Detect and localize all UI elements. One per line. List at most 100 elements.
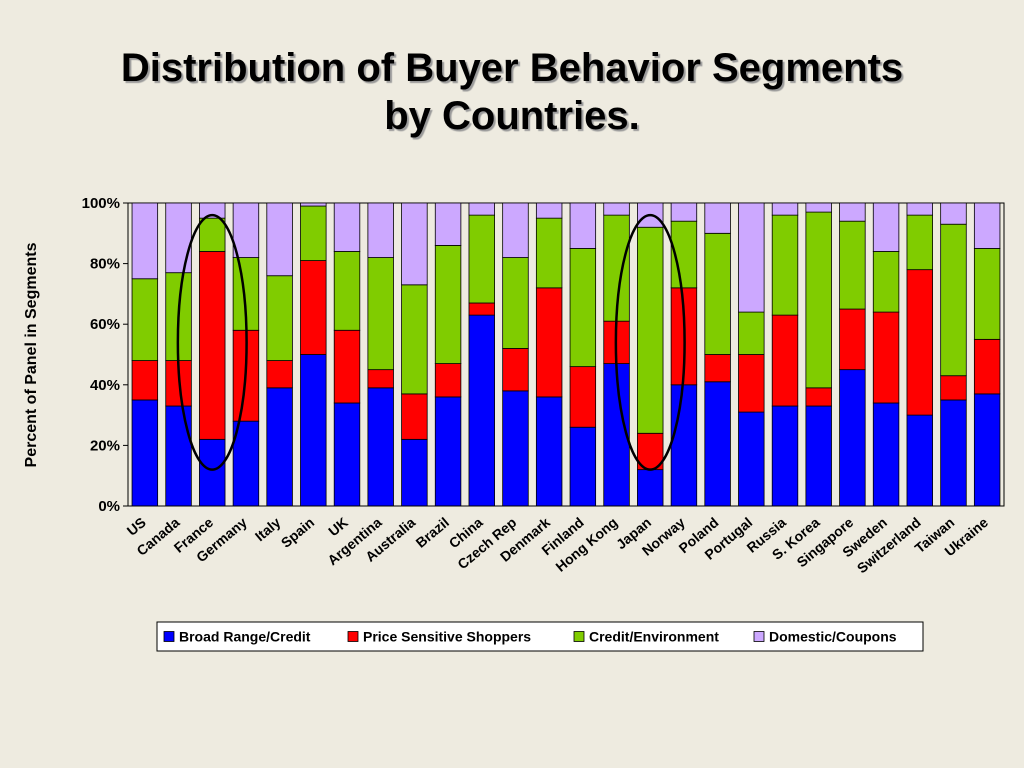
bar-segment-broad-range-credit-canada — [165, 405, 192, 507]
bar-stack-spain — [300, 202, 327, 507]
legend-label: Domestic/Coupons — [769, 629, 897, 645]
bar-segment-domestic-coupons-china — [468, 202, 495, 216]
bar-segment-price-sensitive-shoppers-portugal — [738, 354, 765, 413]
bar-segment-credit-environment-spain — [300, 205, 327, 261]
bar-segment-domestic-coupons-canada — [165, 202, 192, 274]
bar-segment-broad-range-credit-s-korea — [805, 405, 832, 507]
bar-segment-broad-range-credit-france — [199, 438, 226, 507]
bar-stack-sweden — [872, 202, 900, 507]
bar-segment-domestic-coupons-france — [199, 202, 226, 219]
bar-segment-domestic-coupons-switzerland — [906, 202, 933, 216]
bar-stack-china — [468, 202, 495, 507]
legend-box — [156, 621, 924, 652]
highlight-ellipse-france — [176, 213, 248, 471]
bar-segment-domestic-coupons-s-korea — [805, 202, 832, 213]
bar-stack-france — [199, 202, 226, 507]
bar-segment-price-sensitive-shoppers-russia — [771, 314, 799, 407]
bar-segment-price-sensitive-shoppers-japan — [637, 432, 664, 471]
y-tick-label: 100% — [82, 195, 120, 212]
bar-stack-singapore — [839, 202, 866, 507]
bar-segment-domestic-coupons-portugal — [738, 202, 765, 313]
bar-segment-domestic-coupons-uk — [333, 202, 361, 252]
bar-segment-domestic-coupons-germany — [232, 202, 260, 258]
bar-segment-price-sensitive-shoppers-uk — [333, 329, 361, 404]
bar-stack-us — [131, 202, 159, 507]
bar-segment-domestic-coupons-czech-rep — [502, 202, 529, 258]
bar-stack-italy — [266, 202, 293, 507]
bar-segment-credit-environment-argentina — [367, 257, 394, 371]
y-tick-label: 40% — [90, 377, 120, 394]
bar-segment-price-sensitive-shoppers-singapore — [839, 308, 866, 371]
bar-stack-brazil — [434, 202, 462, 507]
legend-label: Broad Range/Credit — [179, 629, 311, 645]
bar-segment-credit-environment-brazil — [434, 245, 462, 364]
bar-stack-czech-rep — [502, 202, 529, 507]
bar-segment-broad-range-credit-finland — [569, 426, 597, 507]
legend: Broad Range/Credit Price Sensitive Shoppe… — [156, 621, 924, 652]
bar-segment-domestic-coupons-spain — [300, 202, 327, 207]
y-tick-label: 60% — [90, 316, 120, 333]
bar-segment-broad-range-credit-czech-rep — [502, 390, 529, 507]
slide-title-line-1: Distribution of Buyer Behavior Segments — [120, 46, 904, 90]
slide-title: Distribution of Buyer Behavior Segments … — [0, 44, 1024, 140]
bar-segment-broad-range-credit-singapore — [839, 369, 866, 507]
bar-segment-domestic-coupons-hong-kong — [603, 202, 630, 216]
bar-stack-ukraine — [973, 202, 1001, 507]
bar-segment-price-sensitive-shoppers-spain — [300, 260, 327, 355]
bar-segment-domestic-coupons-norway — [670, 202, 698, 222]
bar-stack-poland — [704, 202, 731, 507]
bar-segment-broad-range-credit-norway — [670, 384, 698, 507]
bar-segment-broad-range-credit-sweden — [872, 402, 900, 507]
bar-segment-domestic-coupons-russia — [771, 202, 799, 216]
bar-segment-credit-environment-s-korea — [805, 211, 832, 389]
bar-segment-price-sensitive-shoppers-italy — [266, 360, 293, 389]
plot-area — [127, 202, 1005, 507]
x-tick-label-brazil: Brazil — [413, 514, 452, 551]
bar-segment-credit-environment-japan — [637, 226, 664, 434]
bar-segment-price-sensitive-shoppers-s-korea — [805, 387, 832, 407]
bar-segment-price-sensitive-shoppers-finland — [569, 366, 597, 428]
bar-segment-domestic-coupons-singapore — [839, 202, 866, 222]
legend-label: Price Sensitive Shoppers — [363, 629, 531, 645]
bar-segment-credit-environment-taiwan — [940, 223, 967, 377]
bar-segment-credit-environment-uk — [333, 251, 361, 331]
legend-item-price-sensitive-shoppers: Price Sensitive Shoppers — [347, 629, 531, 645]
bar-segment-price-sensitive-shoppers-denmark — [535, 287, 563, 398]
bar-segment-broad-range-credit-japan — [637, 469, 664, 507]
bar-segment-credit-environment-switzerland — [906, 214, 933, 271]
y-tick-label: 20% — [90, 437, 120, 454]
bar-segment-domestic-coupons-taiwan — [940, 202, 967, 225]
bar-stacks — [131, 202, 1001, 507]
bar-segment-broad-range-credit-australia — [401, 438, 428, 507]
bar-segment-credit-environment-russia — [771, 214, 799, 316]
bar-segment-broad-range-credit-spain — [300, 354, 327, 507]
bar-segment-broad-range-credit-ukraine — [973, 393, 1001, 507]
legend-swatch — [573, 631, 585, 642]
bar-segment-credit-environment-us — [131, 278, 159, 361]
bar-segment-broad-range-credit-argentina — [367, 387, 394, 507]
bar-segment-domestic-coupons-us — [131, 202, 159, 280]
bar-segment-credit-environment-denmark — [535, 217, 563, 289]
bar-segment-price-sensitive-shoppers-sweden — [872, 311, 900, 404]
bar-segment-domestic-coupons-finland — [569, 202, 597, 249]
bar-segment-broad-range-credit-poland — [704, 381, 731, 507]
y-axis-title: Percent of Panel in Segments — [23, 242, 40, 467]
plot-frame — [127, 202, 1005, 507]
bar-segment-credit-environment-australia — [401, 284, 428, 395]
bar-segment-price-sensitive-shoppers-us — [131, 360, 159, 401]
y-tick-label: 80% — [90, 256, 120, 273]
bar-stack-argentina — [367, 202, 394, 507]
bar-segment-credit-environment-poland — [704, 232, 731, 355]
x-tick-label-uk: UK — [325, 514, 351, 539]
bar-stack-denmark — [535, 202, 563, 507]
bar-segment-domestic-coupons-australia — [401, 202, 428, 286]
y-tick-label: 0% — [98, 498, 120, 515]
bar-segment-price-sensitive-shoppers-ukraine — [973, 338, 1001, 395]
bar-segment-domestic-coupons-italy — [266, 202, 293, 277]
bar-segment-broad-range-credit-switzerland — [906, 414, 933, 507]
legend-label: Credit/Environment — [589, 629, 719, 645]
bar-stack-finland — [569, 202, 597, 507]
bar-stack-russia — [771, 202, 799, 507]
